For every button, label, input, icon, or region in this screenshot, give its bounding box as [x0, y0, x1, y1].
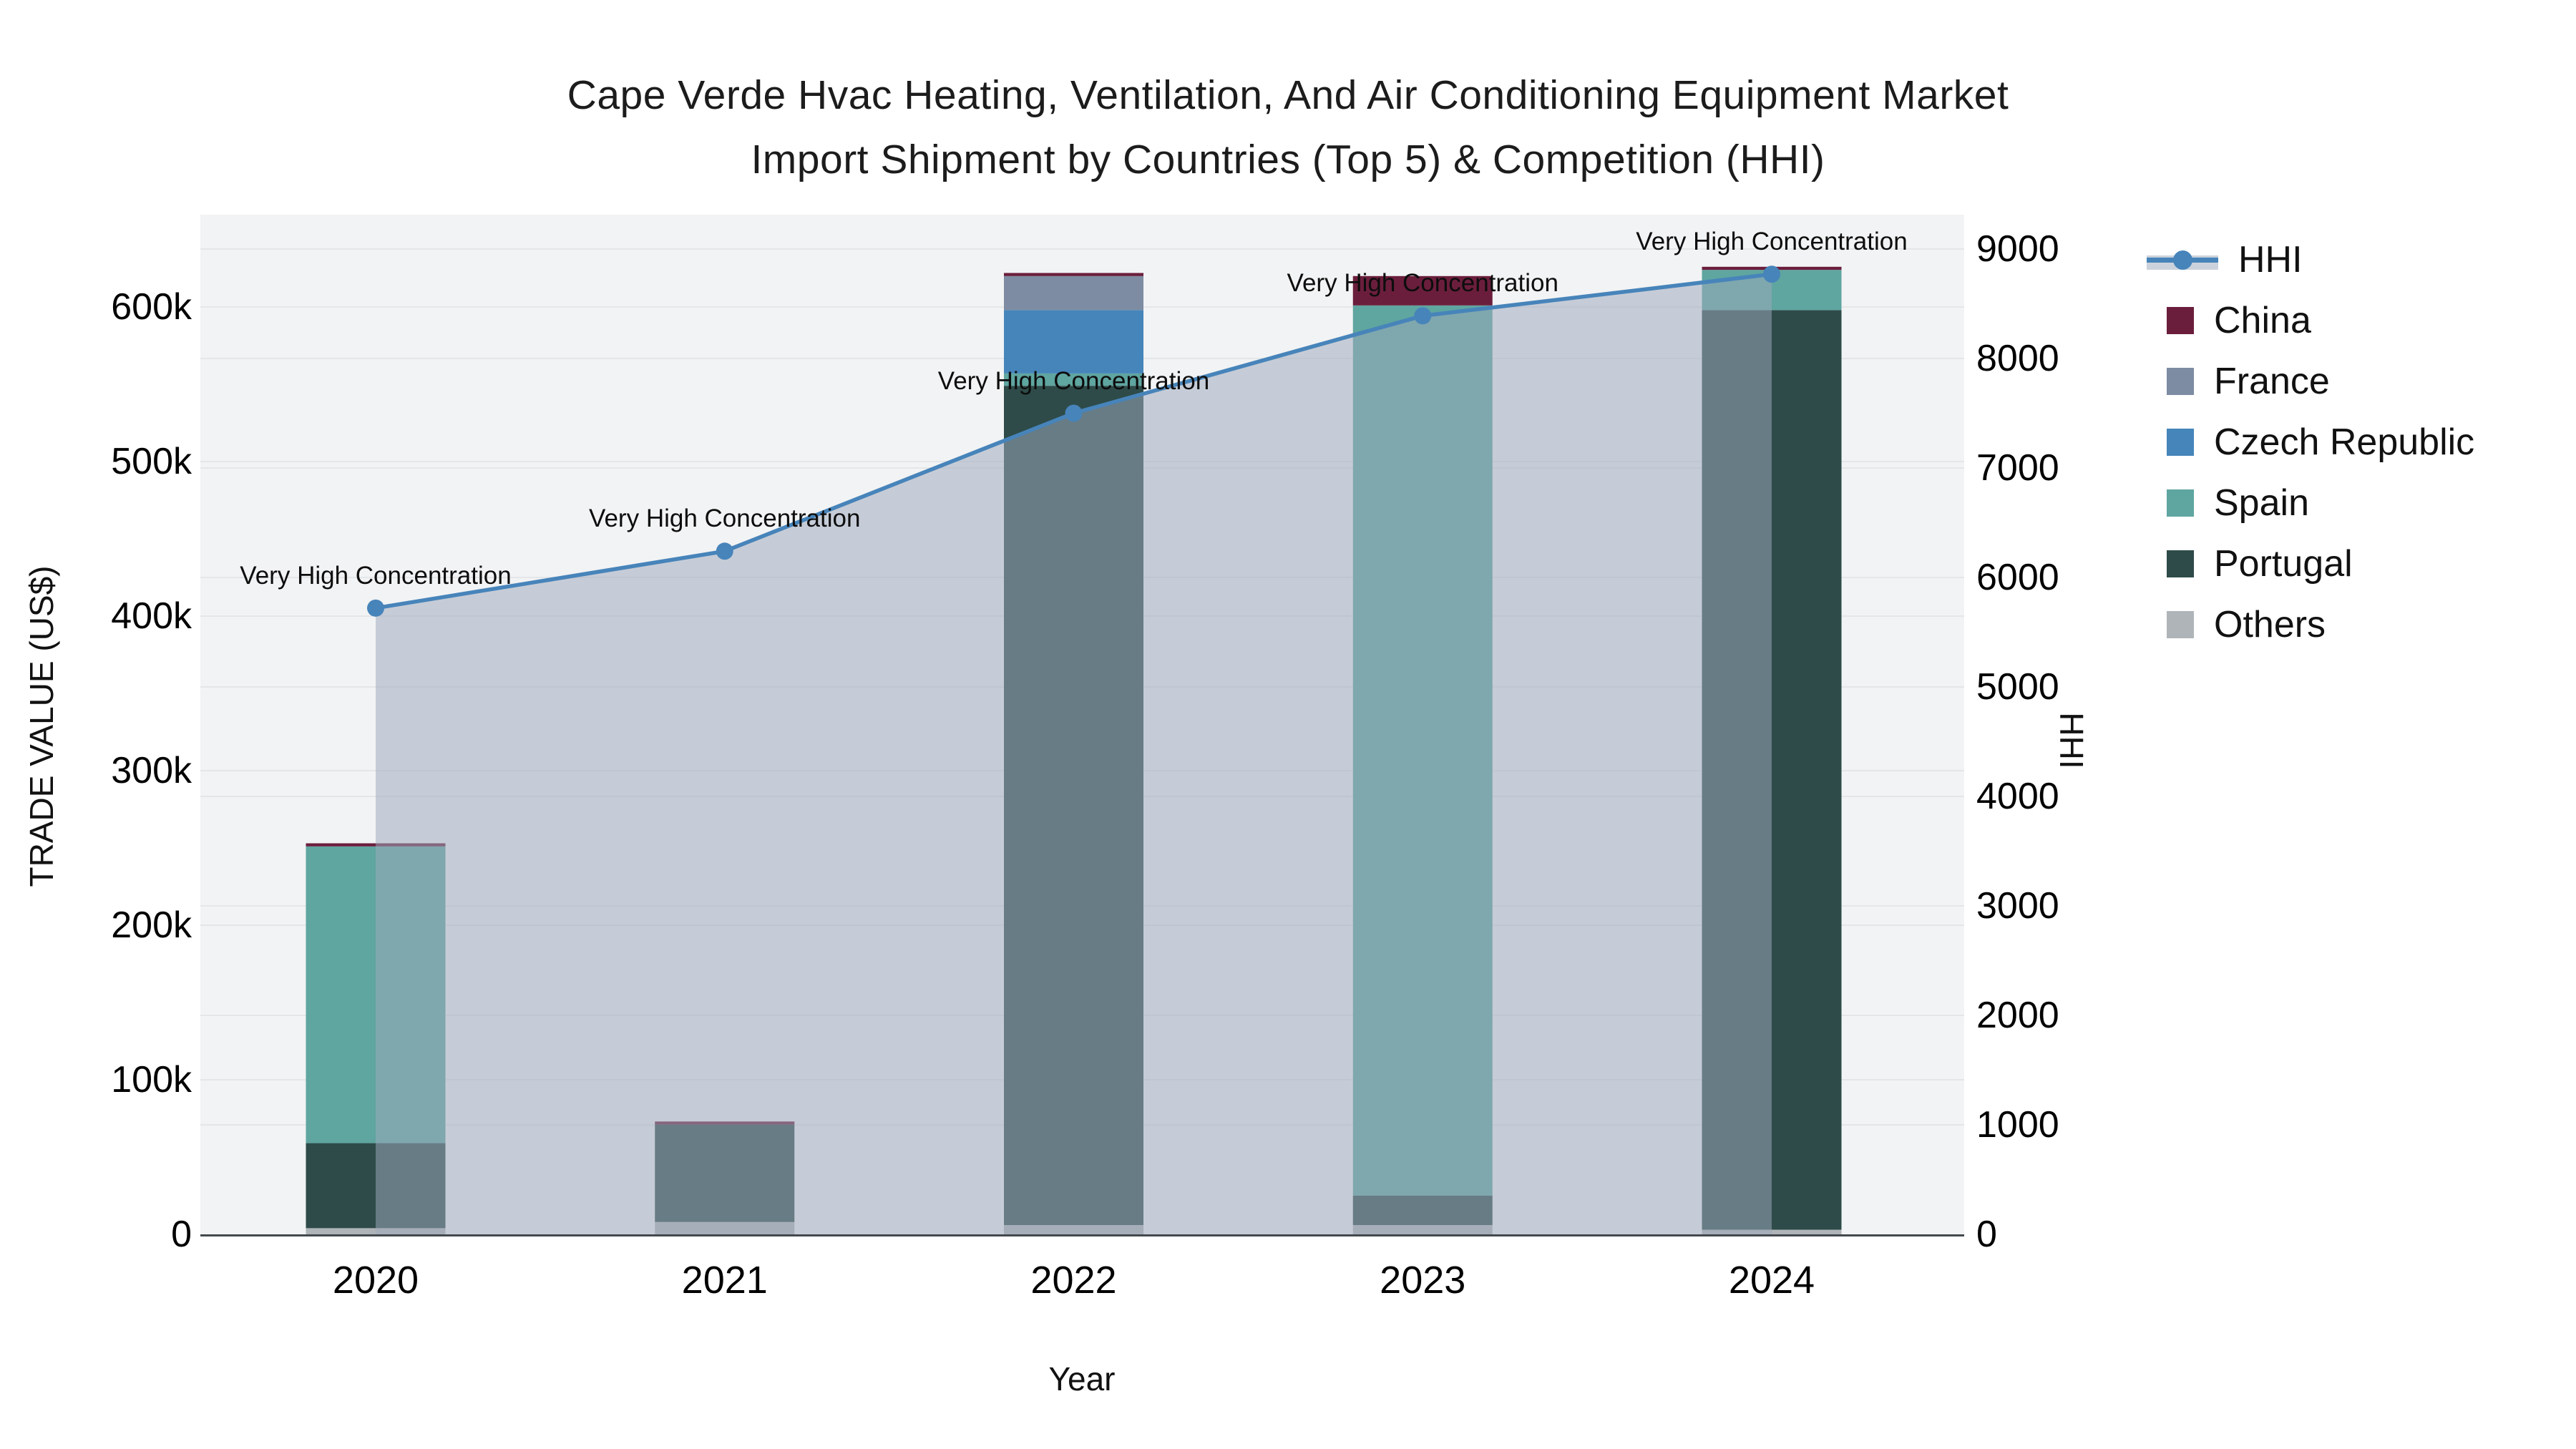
- legend-label: France: [2214, 360, 2330, 402]
- annotation-2022: Very High Concentration: [937, 366, 1210, 395]
- legend-swatch-icon: [2167, 367, 2194, 395]
- legend-item-china[interactable]: China: [2147, 290, 2547, 351]
- bar-segment-czech-republic-2022[interactable]: [1004, 310, 1143, 374]
- left-tick-0: 0: [171, 1214, 192, 1255]
- left-tick-300k: 300k: [111, 750, 192, 791]
- right-tick-2000: 2000: [1976, 995, 2059, 1036]
- bar-segment-china-2023[interactable]: [1352, 275, 1493, 306]
- legend-label: Czech Republic: [2214, 421, 2475, 463]
- legend-swatch-icon: [2167, 550, 2194, 577]
- annotation-2020: Very High Concentration: [240, 561, 512, 590]
- annotation-2024: Very High Concentration: [1636, 228, 1908, 256]
- hhi-marker-2022[interactable]: [1065, 404, 1083, 422]
- legend-swatch-icon: [2167, 428, 2194, 456]
- bar-segment-spain-2022[interactable]: [1004, 373, 1143, 386]
- legend-label: Spain: [2214, 482, 2309, 524]
- right-tick-9000: 9000: [1976, 228, 2059, 270]
- right-tick-1000: 1000: [1976, 1104, 2059, 1146]
- hhi-marker-2021[interactable]: [716, 542, 733, 560]
- bar-segment-france-2022[interactable]: [1004, 275, 1143, 311]
- right-tick-4000: 4000: [1976, 776, 2059, 817]
- hhi-marker-2020[interactable]: [367, 599, 384, 617]
- left-tick-600k: 600k: [111, 286, 192, 328]
- legend-item-czech-republic[interactable]: Czech Republic: [2147, 411, 2547, 472]
- legend-label: HHI: [2238, 238, 2303, 280]
- legend-swatch-icon: [2167, 489, 2194, 517]
- right-tick-3000: 3000: [1976, 885, 2059, 927]
- legend-item-others[interactable]: Others: [2147, 594, 2547, 655]
- legend-label: China: [2214, 299, 2311, 341]
- chart-title-line2: Import Shipment by Countries (Top 5) & C…: [751, 137, 1825, 182]
- bar-segment-china-2022[interactable]: [1004, 273, 1143, 276]
- legend-item-france[interactable]: France: [2147, 351, 2547, 411]
- left-tick-100k: 100k: [111, 1059, 192, 1101]
- x-tick-2023: 2023: [1380, 1259, 1466, 1302]
- right-tick-5000: 5000: [1976, 666, 2059, 708]
- right-tick-6000: 6000: [1976, 557, 2059, 598]
- legend-item-portugal[interactable]: Portugal: [2147, 533, 2547, 594]
- x-tick-2022: 2022: [1030, 1259, 1117, 1302]
- x-axis-title: Year: [1048, 1360, 1116, 1397]
- left-tick-200k: 200k: [111, 904, 192, 946]
- x-tick-2020: 2020: [332, 1259, 419, 1302]
- right-tick-7000: 7000: [1976, 447, 2059, 489]
- left-tick-500k: 500k: [111, 441, 192, 482]
- hhi-marker-2024[interactable]: [1763, 265, 1780, 283]
- hhi-area-fill: [376, 274, 1772, 1235]
- legend-label: Portugal: [2214, 542, 2353, 585]
- left-axis-title: TRADE VALUE (US$): [23, 565, 60, 887]
- chart-title-line1: Cape Verde Hvac Heating, Ventilation, An…: [567, 72, 2009, 118]
- left-tick-400k: 400k: [111, 595, 192, 637]
- x-tick-2024: 2024: [1728, 1259, 1815, 1302]
- hhi-marker-2023[interactable]: [1414, 307, 1432, 325]
- legend-label: Others: [2214, 603, 2326, 645]
- legend: HHI China France Czech Republic Spain Portuga…: [2147, 229, 2547, 655]
- legend-swatch-icon: [2167, 306, 2194, 334]
- legend-item-spain[interactable]: Spain: [2147, 472, 2547, 533]
- right-axis-title: HHI: [2053, 712, 2090, 769]
- legend-swatch-icon: [2167, 610, 2194, 638]
- hhi-line-sample-icon: [2147, 244, 2218, 275]
- right-tick-0: 0: [1976, 1214, 1997, 1255]
- x-tick-2021: 2021: [681, 1259, 768, 1302]
- annotation-2021: Very High Concentration: [589, 504, 861, 533]
- legend-item-hhi[interactable]: HHI: [2147, 229, 2547, 290]
- right-tick-8000: 8000: [1976, 338, 2059, 379]
- annotation-2023: Very High Concentration: [1287, 269, 1558, 298]
